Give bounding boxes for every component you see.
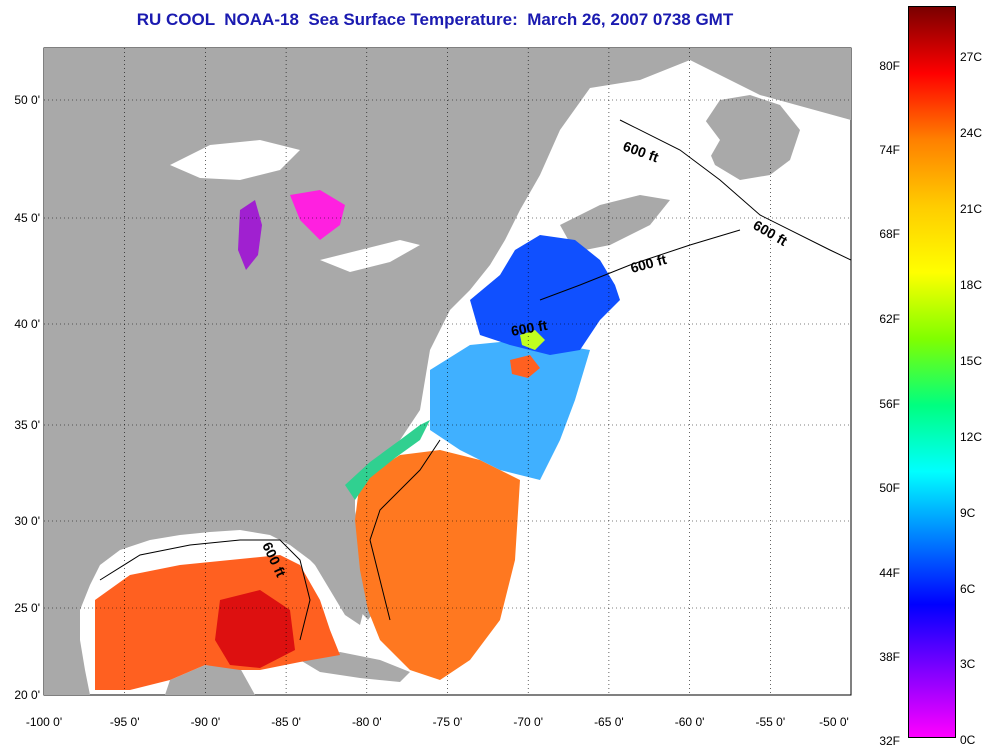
colorbar-f-label: 56F [879, 397, 900, 411]
land-newfoundland [700, 95, 800, 180]
graticule [44, 48, 851, 695]
lon-tick: -70 0' [513, 715, 543, 729]
sst-warm-eddy [510, 355, 540, 378]
colorbar-f-label: 44F [879, 566, 900, 580]
lake-huron [290, 190, 345, 240]
lon-tick: -90 0' [191, 715, 221, 729]
colorbar-c-label: 3C [960, 657, 976, 671]
colorbar-f-label: 74F [879, 143, 900, 157]
lat-tick: 45 0' [14, 211, 40, 225]
colorbar-c-label: 24C [960, 126, 983, 140]
lake-erie-ontario [320, 240, 420, 272]
lon-tick: -55 0' [755, 715, 785, 729]
contour-label: 600 ft [510, 317, 549, 339]
colorbar-f-label: 32F [879, 734, 900, 748]
sst-georges-bank [520, 330, 545, 350]
colorbar-f-label: 62F [879, 312, 900, 326]
sst-gulf-hot-core [215, 590, 295, 668]
lon-tick: -60 0' [675, 715, 705, 729]
lon-tick: -95 0' [110, 715, 140, 729]
lon-tick: -85 0' [271, 715, 301, 729]
lon-tick: -80 0' [352, 715, 382, 729]
map-title: RU COOL NOAA-18 Sea Surface Temperature:… [136, 10, 734, 29]
colorbar-c-label: 15C [960, 354, 983, 368]
st-lawrence [580, 95, 720, 200]
latitude-ticks: 20 0' 25 0' 30 0' 35 0' 40 0' 45 0' 50 0… [14, 93, 40, 702]
colorbar-f-label: 38F [879, 650, 900, 664]
lat-tick: 30 0' [14, 514, 40, 528]
lat-tick: 35 0' [14, 418, 40, 432]
land-nova-scotia [560, 195, 670, 252]
sst-gulf-of-maine [470, 235, 620, 355]
lon-tick: -75 0' [433, 715, 463, 729]
lat-tick: 25 0' [14, 601, 40, 615]
colorbar-c-label: 0C [960, 733, 976, 747]
longitude-ticks: -100 0' -95 0' -90 0' -85 0' -80 0' -75 … [26, 715, 849, 729]
colorbar-c-label: 21C [960, 202, 983, 216]
colorbar-c-label: 9C [960, 506, 976, 520]
colorbar-c-label: 18C [960, 278, 983, 292]
contour-600ft [99, 539, 311, 641]
colorbar-f-label: 50F [879, 481, 900, 495]
lat-tick: 20 0' [14, 688, 40, 702]
colorbar-c-label: 6C [960, 582, 976, 596]
contour-600ft [619, 119, 851, 261]
land-cuba [300, 652, 410, 682]
colorbar-c-label: 27C [960, 50, 983, 64]
land-florida [300, 535, 365, 625]
lat-tick: 50 0' [14, 93, 40, 107]
lon-tick: -100 0' [26, 715, 62, 729]
colorbar-f-label: 80F [879, 59, 900, 73]
colorbar-f-label: 68F [879, 227, 900, 241]
lat-tick: 40 0' [14, 317, 40, 331]
sst-south-atlantic [355, 450, 520, 680]
sst-coastal-green [345, 420, 430, 500]
lon-tick: -65 0' [594, 715, 624, 729]
lake-superior [170, 140, 300, 180]
lake-michigan [238, 200, 262, 270]
temperature-colorbar [908, 6, 956, 738]
lon-tick: -50 0' [819, 715, 849, 729]
colorbar-c-label: 12C [960, 430, 983, 444]
contour-600ft [539, 229, 741, 301]
contour-600ft [369, 439, 441, 621]
sst-mid-atlantic [430, 340, 590, 480]
